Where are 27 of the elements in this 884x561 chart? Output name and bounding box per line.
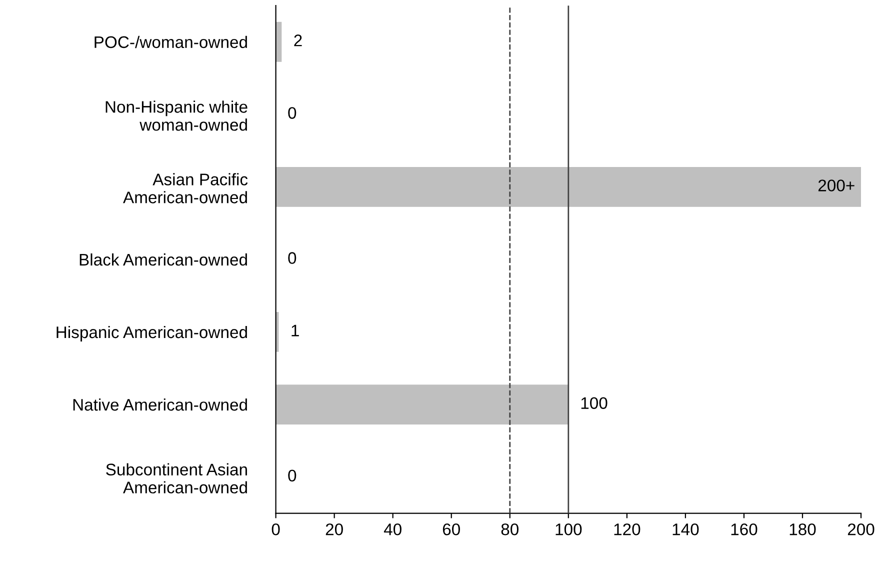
x-tick-label: 20 — [326, 523, 343, 536]
y-tick-label: Black American-owned — [80, 253, 247, 266]
data-label: 0 — [288, 470, 296, 482]
bar — [276, 384, 568, 424]
y-tick-label: Non-Hispanic white woman-owned — [106, 100, 248, 131]
y-tick-label: Hispanic American-owned — [56, 326, 247, 342]
x-tick-label: 100 — [556, 523, 582, 536]
data-label: 200+ — [818, 180, 854, 192]
x-tick-label: 0 — [272, 523, 280, 536]
data-label: 100 — [581, 397, 608, 409]
data-label: 0 — [288, 107, 296, 119]
y-tick-label: Asian Pacific American-owned — [123, 173, 248, 204]
x-tick-label: 60 — [442, 523, 460, 536]
data-label: 2 — [294, 34, 302, 46]
x-tick-label: 180 — [790, 523, 816, 536]
y-tick-label: POC-/woman-owned — [94, 36, 247, 48]
data-label: 1 — [292, 324, 299, 336]
data-label: 0 — [288, 252, 296, 264]
x-tick-label: 120 — [614, 523, 640, 536]
x-tick-label: 140 — [672, 523, 699, 536]
x-tick-label: 200 — [848, 523, 874, 536]
x-tick-label: 80 — [501, 523, 519, 536]
y-tick-label: Subcontinent Asian American-owned — [106, 463, 247, 494]
bar — [276, 166, 862, 207]
y-tick-label: Native American-owned — [73, 398, 247, 411]
x-tick-label: 40 — [384, 523, 402, 536]
x-tick-label: 160 — [731, 523, 758, 536]
